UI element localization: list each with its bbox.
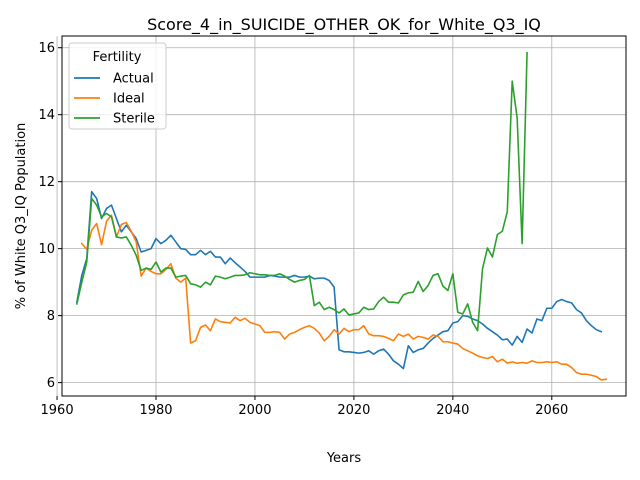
- y-tick-label: 6: [47, 376, 55, 391]
- x-tick-label: 1980: [139, 403, 172, 418]
- x-tick-label: 2060: [535, 403, 568, 418]
- legend-title: Fertility: [93, 50, 142, 65]
- y-tick-label: 10: [38, 242, 55, 257]
- x-tick-label: 2000: [238, 403, 271, 418]
- legend-entries: Actual Ideal Sterile: [74, 72, 155, 127]
- legend: Fertility Actual Ideal Sterile: [68, 42, 167, 130]
- legend-label-ideal: Ideal: [113, 92, 145, 107]
- y-tick-label: 8: [47, 309, 55, 324]
- series-line-actual: [75, 190, 603, 370]
- legend-label-sterile: Sterile: [113, 112, 155, 127]
- x-tick-label: 2040: [436, 403, 469, 418]
- x-tick-label: 1960: [41, 403, 74, 418]
- y-tick-label: 16: [38, 41, 55, 56]
- y-axis-ticks: 6 8 10 12 14 16: [38, 41, 62, 391]
- legend-label-actual: Actual: [113, 72, 154, 87]
- y-tick-label: 12: [38, 175, 55, 190]
- x-tick-label: 2020: [337, 403, 370, 418]
- axes-frame: [61, 35, 627, 397]
- series-line-ideal: [80, 214, 608, 381]
- y-axis-label: % of White Q3_IQ Population: [14, 123, 29, 310]
- x-axis-ticks: 1960 1980 2000 2020 2040 2060: [41, 396, 568, 418]
- x-axis-label: Years: [326, 451, 362, 466]
- y-tick-label: 14: [38, 108, 55, 123]
- grid: [56, 36, 626, 396]
- legend-box: [68, 42, 167, 130]
- chart-title: Score_4_in_SUICIDE_OTHER_OK_for_White_Q3…: [147, 15, 541, 35]
- series-line-sterile: [75, 51, 528, 332]
- series-lines: [75, 51, 608, 381]
